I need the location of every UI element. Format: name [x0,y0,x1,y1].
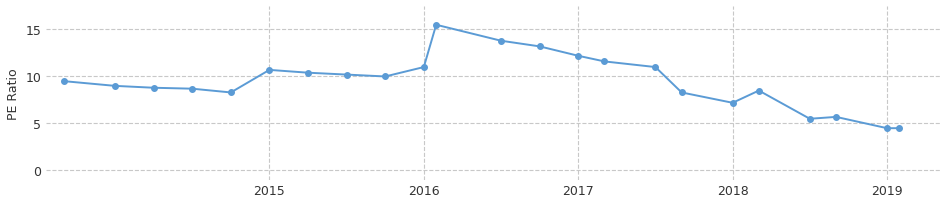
Y-axis label: PE Ratio: PE Ratio [7,68,20,119]
